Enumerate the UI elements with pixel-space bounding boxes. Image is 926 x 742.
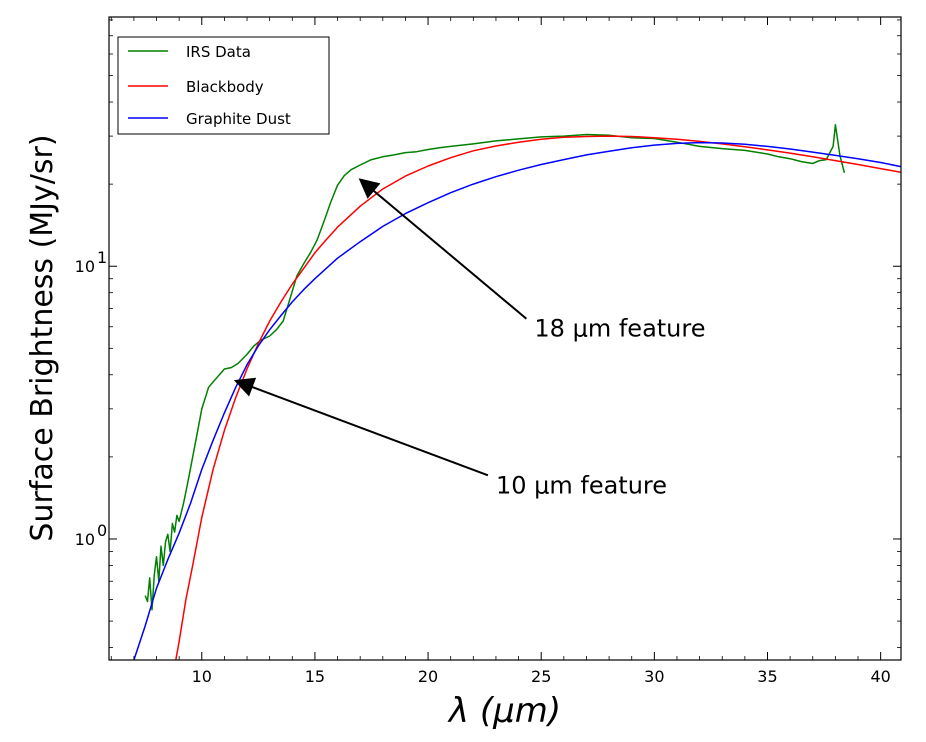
annotation-label-10-um-feature: 10 μm feature bbox=[496, 471, 667, 499]
y-tick-label: 10 bbox=[75, 530, 95, 549]
x-tick-label: 25 bbox=[531, 667, 551, 686]
annotation-arrow-18-um-feature bbox=[358, 178, 528, 320]
legend-label-graphite-dust: Graphite Dust bbox=[186, 110, 291, 128]
x-tick-label: 20 bbox=[418, 667, 438, 686]
y-axis-title: Surface Brightness (MJy/sr) bbox=[25, 134, 60, 541]
x-tick-label: 40 bbox=[870, 667, 890, 686]
x-tick-label: 30 bbox=[644, 667, 664, 686]
plot-frame bbox=[108, 16, 902, 661]
annotation-label-18-um-feature: 18 μm feature bbox=[534, 315, 705, 343]
y-tick-exponent: 1 bbox=[97, 248, 107, 267]
series-line-graphite-dust bbox=[133, 141, 901, 660]
x-tick-label: 35 bbox=[757, 667, 777, 686]
y-tick-exponent: 0 bbox=[97, 521, 107, 540]
annotation-arrow-10-um-feature bbox=[233, 377, 489, 477]
series-line-blackbody bbox=[175, 135, 901, 660]
series-line-irs-data bbox=[144, 124, 846, 611]
legend-label-blackbody: Blackbody bbox=[186, 78, 264, 96]
x-axis-title: λ (μm) bbox=[447, 691, 561, 731]
x-tick-label: 15 bbox=[305, 667, 325, 686]
series-layer bbox=[133, 124, 901, 660]
annotations: 18 μm feature 10 μm feature bbox=[233, 178, 706, 499]
y-tick-label: 10 bbox=[75, 257, 95, 276]
x-tick-label: 10 bbox=[192, 667, 212, 686]
legend-label-irs-data: IRS Data bbox=[186, 43, 251, 61]
legend: IRS Data Blackbody Graphite Dust bbox=[117, 36, 330, 135]
